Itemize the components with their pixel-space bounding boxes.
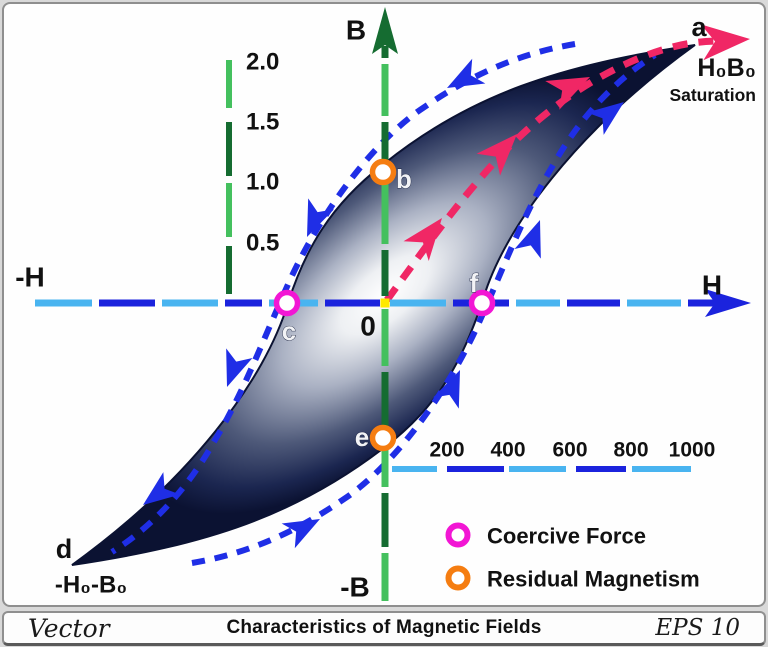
b-tick-2.0: 2.0: [246, 49, 279, 76]
guide-arrowhead-icon: [307, 198, 334, 237]
h-axis-arrowhead-icon: [705, 289, 751, 317]
h-scale: 200 400 600 800 1000: [392, 439, 716, 472]
b-tick-1.0: 1.0: [246, 169, 279, 196]
neg-h-axis-label: -H: [15, 262, 45, 293]
h-tick-400: 400: [490, 439, 525, 462]
format-label: EPS 10: [655, 615, 740, 641]
coercive-legend-ring-icon: [445, 522, 471, 548]
b-tick-1.5: 1.5: [246, 109, 279, 136]
point-b-label: b: [396, 164, 412, 194]
coercive-legend-label: Coercive Force: [487, 524, 646, 549]
point-e-label: e: [355, 422, 369, 452]
residual-ring-e: [369, 424, 397, 452]
residual-legend-label: Residual Magnetism: [487, 567, 700, 592]
point-d-label: d: [56, 534, 73, 564]
b-tick-0.5: 0.5: [246, 230, 279, 257]
h-tick-800: 800: [613, 439, 648, 462]
magnetization-arrowhead-icon: [545, 77, 590, 110]
h-tick-1000: 1000: [669, 439, 716, 462]
saturation-caption: Saturation: [669, 85, 756, 105]
point-f-label: f: [470, 268, 479, 298]
coercive-ring-c: [273, 289, 301, 317]
point-c-label: c: [282, 316, 296, 346]
guide-arrowhead-icon: [447, 58, 486, 88]
b-scale: 2.0 1.5 1.0 0.5: [226, 49, 279, 294]
coercive-ring-f: [468, 289, 496, 317]
descending-direction-guide: [110, 41, 576, 555]
origin-label: 0: [360, 311, 376, 342]
magnetization-arrowhead-icon: [403, 218, 442, 261]
neg-saturation-point-label: -H₀-B₀: [55, 572, 127, 599]
magnetization-arrowhead-icon: [700, 24, 750, 61]
figure-title: Characteristics of Magnetic Fields: [226, 617, 542, 638]
magnetization-curve: [384, 24, 750, 303]
b-axis-arrowhead-icon: [372, 7, 398, 54]
residual-legend-ring-icon: [445, 565, 471, 591]
b-axis-label: B: [346, 15, 366, 46]
origin-marker: [380, 298, 390, 308]
magnetization-arrowhead-icon: [476, 134, 517, 176]
point-a-label: a: [691, 12, 707, 42]
legend: Coercive Force Residual Magnetism: [445, 522, 700, 592]
brand-label: Vector: [28, 613, 110, 643]
saturation-point-label: H₀B₀: [697, 54, 756, 82]
residual-ring-b: [369, 158, 397, 186]
neg-b-axis-label: -B: [340, 572, 370, 603]
caption-bar: Vector Characteristics of Magnetic Field…: [2, 611, 766, 646]
hysteresis-diagram: 2.0 1.5 1.0 0.5 200 400 600 800 1000 B -…: [15, 7, 756, 603]
h-axis-label: H: [702, 270, 722, 301]
guide-arrowhead-icon: [143, 472, 181, 505]
h-tick-200: 200: [429, 439, 464, 462]
h-tick-600: 600: [552, 439, 587, 462]
guide-arrowhead-icon: [226, 348, 253, 387]
